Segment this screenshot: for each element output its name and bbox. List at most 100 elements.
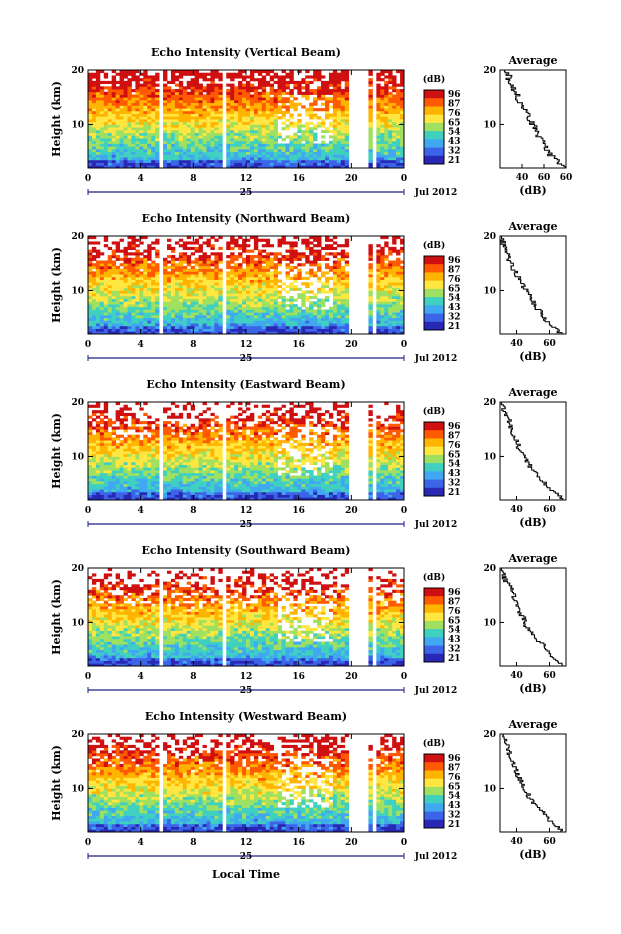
heatmap-cell: [92, 277, 96, 280]
heatmap-cell: [147, 296, 151, 299]
heatmap-cell: [203, 323, 207, 326]
heatmap-cell: [313, 103, 317, 106]
heatmap-cell: [88, 486, 92, 489]
heatmap-cell: [317, 252, 321, 255]
heatmap-cell: [167, 130, 171, 133]
heatmap-cell: [329, 160, 333, 163]
heatmap-cell: [266, 144, 270, 147]
heatmap-cell: [274, 105, 278, 108]
heatmap-cell: [88, 470, 92, 473]
heatmap-cell: [250, 269, 254, 272]
heatmap-cell: [226, 304, 230, 307]
heatmap-cell: [301, 315, 305, 318]
heatmap-cell: [376, 263, 380, 266]
heatmap-cell: [329, 73, 333, 76]
heatmap-cell: [128, 481, 132, 484]
heatmap-cell: [163, 157, 167, 160]
heatmap-cell: [179, 288, 183, 291]
heatmap-cell: [333, 152, 337, 155]
heatmap-cell: [392, 323, 396, 326]
heatmap-cell: [345, 141, 349, 144]
heatmap-cell: [226, 280, 230, 283]
heatmap-cell: [143, 269, 147, 272]
heatmap-cell: [96, 160, 100, 163]
heatmap-cell: [341, 116, 345, 119]
heatmap-cell: [143, 467, 147, 470]
heatmap-cell: [191, 315, 195, 318]
heatmap-cell: [183, 326, 187, 329]
heatmap-cell: [376, 261, 380, 264]
heatmap-cell: [286, 315, 290, 318]
heatmap-cell: [293, 307, 297, 310]
heatmap-cell: [183, 269, 187, 272]
heatmap-cell: [337, 92, 341, 95]
heatmap-cell: [337, 116, 341, 119]
heatmap-cell: [341, 89, 345, 92]
heatmap-cell: [112, 271, 116, 274]
heatmap-cell: [368, 146, 372, 149]
heatmap-cell: [124, 454, 128, 457]
heatmap-cell: [384, 263, 388, 266]
heatmap-cell: [289, 92, 293, 95]
heatmap-cell: [135, 78, 139, 81]
heatmap-cell: [301, 92, 305, 95]
heatmap-cell: [388, 329, 392, 332]
heatmap-cell: [234, 114, 238, 117]
heatmap-cell: [258, 103, 262, 106]
heatmap-cell: [108, 277, 112, 280]
heatmap-cell: [226, 108, 230, 111]
heatmap-cell: [282, 105, 286, 108]
heatmap-cell: [218, 274, 222, 277]
heatmap-cell: [116, 437, 120, 440]
heatmap-cell: [250, 157, 254, 160]
heatmap-cell: [143, 138, 147, 141]
heatmap-cell: [139, 78, 143, 81]
heatmap-cell: [234, 154, 238, 157]
heatmap-cell: [124, 320, 128, 323]
heatmap-cell: [96, 149, 100, 152]
heatmap-cell: [258, 114, 262, 117]
heatmap-cell: [317, 92, 321, 95]
heatmap-cell: [92, 304, 96, 307]
heatmap-cell: [179, 95, 183, 98]
heatmap-cell: [88, 320, 92, 323]
heatmap-cell: [128, 473, 132, 476]
heatmap-cell: [147, 86, 151, 89]
heatmap-cell: [392, 149, 396, 152]
heatmap-cell: [131, 130, 135, 133]
heatmap-cell: [345, 78, 349, 81]
heatmap-cell: [376, 108, 380, 111]
heatmap-cell: [246, 274, 250, 277]
heatmap-cell: [203, 326, 207, 329]
heatmap-cell: [92, 326, 96, 329]
heatmap-cell: [179, 274, 183, 277]
heatmap-cell: [155, 301, 159, 304]
heatmap-cell: [112, 296, 116, 299]
heatmap-cell: [88, 435, 92, 438]
heatmap-cell: [230, 299, 234, 302]
heatmap-cell: [396, 304, 400, 307]
heatmap-cell: [254, 138, 258, 141]
heatmap-cell: [218, 157, 222, 160]
heatmap-cell: [266, 282, 270, 285]
heatmap-cell: [210, 271, 214, 274]
heatmap-cell: [226, 135, 230, 138]
heatmap-cell: [341, 326, 345, 329]
heatmap-cell: [100, 456, 104, 459]
heatmap-cell: [305, 320, 309, 323]
heatmap-cell: [321, 258, 325, 261]
heatmap-cell: [266, 135, 270, 138]
heatmap-cell: [313, 114, 317, 117]
heatmap-cell: [258, 252, 262, 255]
heatmap-cell: [384, 81, 388, 84]
heatmap-cell: [313, 255, 317, 258]
heatmap-cell: [171, 274, 175, 277]
heatmap-cell: [270, 138, 274, 141]
heatmap-cell: [139, 130, 143, 133]
heatmap-cell: [380, 280, 384, 283]
heatmap-cell: [282, 157, 286, 160]
heatmap-cell: [108, 440, 112, 443]
heatmap-cell: [120, 476, 124, 479]
heatmap-cell: [321, 312, 325, 315]
heatmap-cell: [392, 301, 396, 304]
